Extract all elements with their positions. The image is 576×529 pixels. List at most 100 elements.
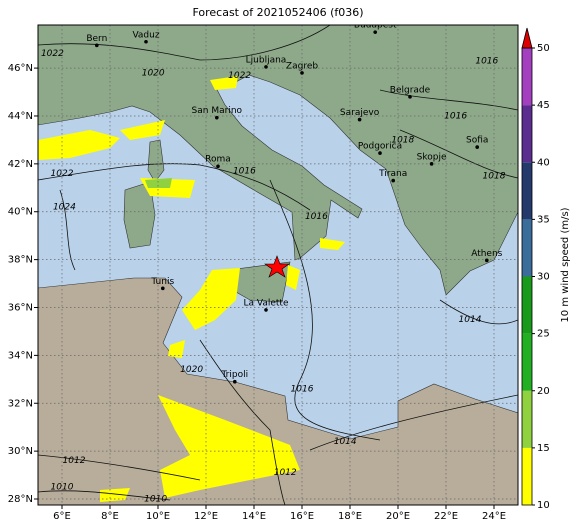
isobar-label: 1014 (334, 437, 357, 447)
colorbar-tick-label: 35 (537, 214, 550, 225)
x-tick-label: 12°E (194, 511, 218, 522)
wind-patch (320, 238, 345, 250)
x-tick-label: 18°E (338, 511, 362, 522)
isobar (38, 490, 171, 501)
city-label: Roma (205, 155, 231, 165)
y-tick-label: 46°N (8, 63, 33, 74)
colorbar-tick-label: 50 (537, 43, 550, 54)
isobar-labels: 1022 1020 1022 1016 1016 1018 1016 1018 1016 1022… (41, 49, 506, 504)
y-tick-label: 30°N (8, 446, 33, 457)
city-label: Bern (86, 34, 107, 44)
isobar (38, 25, 331, 61)
x-tick-label: 16°E (290, 511, 314, 522)
wind-patch (168, 340, 185, 358)
isobar-label: 1016 (305, 212, 328, 222)
city-dot (216, 164, 220, 169)
isobar (309, 394, 518, 451)
city-label: Tunis (150, 277, 174, 287)
city-label: Tripoli (220, 370, 248, 380)
isobar-label: 1010 (144, 495, 167, 505)
wind-patch (286, 265, 300, 290)
city-dot (264, 65, 268, 69)
wind-patch (182, 268, 240, 330)
wind-patch (100, 488, 130, 502)
wind-patch (158, 395, 300, 498)
x-tick-label: 6°E (53, 511, 71, 522)
isobar-label: 1016 (444, 111, 467, 121)
colorbar-tick-label: 15 (537, 443, 550, 454)
city-dot (144, 39, 148, 44)
colorbar-tick-label: 45 (537, 100, 550, 111)
colorbar-segment (522, 219, 532, 277)
colorbar-segment (522, 276, 532, 334)
city-dot (391, 178, 396, 183)
colorbar-segment (522, 48, 532, 106)
isobar-label: 1022 (41, 49, 64, 59)
y-tick-label: 28°N (8, 494, 33, 505)
city-label: Sofia (466, 136, 488, 146)
city-label: Vaduz (132, 30, 159, 40)
colorbar-segment (522, 162, 532, 220)
y-tick-label: 44°N (8, 111, 33, 122)
isobar-label: 1010 (51, 483, 74, 493)
x-tick-label: 8°E (101, 511, 119, 522)
city-dot (215, 115, 219, 120)
isobar-label: 1022 (51, 169, 74, 179)
city-label: Budapest (354, 21, 397, 31)
land-europe (38, 25, 518, 296)
colorbar-tick-label: 20 (537, 386, 550, 397)
isobar-label: 1020 (142, 68, 165, 78)
y-tick-label: 42°N (8, 159, 33, 170)
colorbar-tick-label: 10 (537, 500, 550, 511)
isobar-label: 1014 (459, 315, 482, 325)
map-frame (37, 24, 519, 506)
city-dot (429, 162, 434, 166)
colorbar-segment (522, 105, 532, 163)
x-tick-label: 22°E (434, 511, 458, 522)
x-tick-label: 20°E (386, 511, 410, 522)
city-dot (485, 258, 489, 263)
land-corsica (147, 139, 165, 183)
city-dot (300, 71, 304, 75)
isobar-label: 1022 (228, 71, 251, 81)
y-tick-label: 34°N (8, 350, 33, 361)
colorbar-label: 10 m wind speed (m/s) (560, 207, 571, 322)
colorbar-tick-label: 40 (537, 157, 550, 168)
axes: 6°E 8°E 10°E 12°E 14°E 16°E 18°E 20°E 22°E 24°E 28… (8, 63, 506, 522)
storm-marker (264, 255, 290, 278)
isobar-label: 1016 (291, 384, 314, 394)
city-dot (373, 30, 378, 34)
wind-patch-strong (145, 178, 172, 188)
wind-patch (38, 130, 120, 160)
isobar (379, 89, 518, 111)
city-dot (95, 43, 99, 48)
city-label: Zagreb (286, 61, 318, 71)
city-dot (475, 145, 480, 149)
isobar (59, 189, 76, 271)
colorbar-segment (522, 447, 532, 505)
isobar-label: 1020 (180, 365, 203, 375)
y-tick-label: 32°N (8, 398, 33, 409)
isobar (38, 163, 311, 211)
isobar-label: 1012 (274, 468, 297, 478)
city-dot (161, 286, 165, 291)
land-africa (38, 277, 518, 505)
y-tick-label: 40°N (8, 207, 33, 218)
city-dot (264, 308, 268, 312)
city-label: Athens (471, 249, 502, 259)
colorbar-extend (521, 27, 533, 49)
isobar (439, 299, 518, 325)
city-label: Tirana (378, 169, 407, 179)
isobar-label: 1018 (391, 135, 414, 145)
x-tick-label: 10°E (146, 511, 170, 522)
isobar (269, 179, 381, 441)
wind-patch (210, 76, 238, 90)
isobar-label: 1016 (233, 167, 256, 177)
city-label: Ljubljana (246, 55, 287, 65)
isobar (399, 129, 518, 179)
y-tick-label: 36°N (8, 302, 33, 313)
isobar (38, 454, 201, 481)
city-dot (408, 95, 412, 99)
city-label: Belgrade (390, 85, 431, 95)
